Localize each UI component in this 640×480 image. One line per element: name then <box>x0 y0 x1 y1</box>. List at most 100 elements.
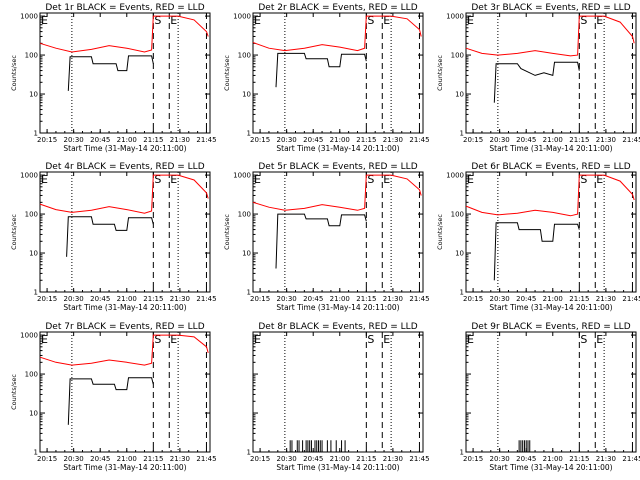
x-axis-label: Start Time (31-May-14 20:11:00) <box>63 303 186 312</box>
x-tick-label: 20:15 <box>250 295 270 303</box>
x-axis-label: Start Time (31-May-14 20:11:00) <box>276 303 399 312</box>
y-axis-label: Counts/sec <box>223 55 231 91</box>
marker-label: E <box>467 173 474 186</box>
x-tick-label: 21:00 <box>117 295 137 303</box>
marker-label: E <box>170 14 177 27</box>
x-tick-label: 21:00 <box>117 136 137 144</box>
events-series-line <box>67 55 154 91</box>
x-tick-label: 21:45 <box>409 136 429 144</box>
y-tick-label: 100 <box>238 211 251 219</box>
events-series-line <box>275 52 367 88</box>
x-tick-label: 20:15 <box>250 136 270 144</box>
chart-title: Det 5r BLACK = Events, RED = LLD <box>258 162 417 172</box>
x-tick-label: 21:15 <box>143 455 163 463</box>
y-tick-label: 1 <box>460 449 464 457</box>
y-tick-label: 1 <box>460 289 464 297</box>
y-tick-label: 10 <box>29 91 38 99</box>
marker-label: E <box>596 14 603 27</box>
y-tick-label: 10 <box>29 410 38 418</box>
x-axis-label: Start Time (31-May-14 20:11:00) <box>489 144 612 153</box>
x-tick-label: 21:00 <box>117 455 137 463</box>
plot-frame <box>465 12 637 134</box>
x-tick-label: 21:00 <box>330 136 350 144</box>
y-axis-label: Counts/sec <box>436 55 444 91</box>
x-tick-label: 21:45 <box>622 455 640 463</box>
x-tick-label: 21:15 <box>356 136 376 144</box>
y-tick-label: 100 <box>451 52 464 60</box>
x-tick-label: 21:30 <box>170 136 190 144</box>
x-tick-label: 21:30 <box>596 295 616 303</box>
y-tick-label: 1000 <box>446 13 464 21</box>
events-series-line <box>66 216 154 257</box>
y-tick-label: 1000 <box>20 332 38 340</box>
y-axis-label: Counts/sec <box>10 374 18 410</box>
y-tick-label: 1 <box>34 449 38 457</box>
marker-label: E <box>41 333 48 346</box>
marker-label: E <box>596 173 603 186</box>
y-axis-label: Counts/sec <box>10 214 18 250</box>
x-tick-label: 20:45 <box>303 455 323 463</box>
lld-series-line <box>39 15 209 53</box>
chart-title: Det 2r BLACK = Events, RED = LLD <box>258 3 417 13</box>
plot-frame <box>39 331 211 453</box>
y-tick-label: 100 <box>451 211 464 219</box>
x-tick-label: 20:45 <box>90 136 110 144</box>
marker-label: S <box>367 173 374 186</box>
chart-title: Det 1r BLACK = Events, RED = LLD <box>45 3 204 13</box>
events-series-line <box>493 222 580 281</box>
marker-label: E <box>254 14 261 27</box>
y-tick-label: 1 <box>247 449 251 457</box>
x-tick-label: 21:45 <box>196 136 216 144</box>
events-series-line <box>493 61 580 103</box>
chart-panel-3: Det 3r BLACK = Events, RED = LLD 20:15 20:… <box>436 3 640 153</box>
x-tick-label: 21:15 <box>569 295 589 303</box>
y-tick-label: 100 <box>25 52 38 60</box>
chart-panel-8: Det 8r BLACK = Events, RED = LLD 20:15 20:… <box>247 322 430 472</box>
x-axis-label: Start Time (31-May-14 20:11:00) <box>63 463 186 472</box>
x-tick-label: 21:00 <box>543 136 563 144</box>
y-tick-label: 1 <box>247 289 251 297</box>
x-tick-label: 21:30 <box>383 295 403 303</box>
marker-label: S <box>580 14 587 27</box>
y-tick-label: 1 <box>460 130 464 138</box>
x-tick-label: 21:30 <box>383 455 403 463</box>
chart-panel-5: Det 5r BLACK = Events, RED = LLD 20:15 20:… <box>223 162 430 312</box>
x-tick-label: 21:15 <box>143 295 163 303</box>
x-tick-label: 21:45 <box>622 295 640 303</box>
plot-frame <box>39 12 211 134</box>
plot-frame <box>465 171 637 293</box>
y-tick-label: 1000 <box>446 172 464 180</box>
x-tick-label: 21:30 <box>170 455 190 463</box>
x-tick-label: 20:45 <box>90 455 110 463</box>
y-tick-label: 1 <box>34 130 38 138</box>
y-axis-label: Counts/sec <box>223 214 231 250</box>
x-tick-label: 20:15 <box>37 295 57 303</box>
x-tick-label: 21:45 <box>409 455 429 463</box>
lld-series-line <box>39 334 209 366</box>
x-tick-label: 20:15 <box>463 136 483 144</box>
marker-label: S <box>580 173 587 186</box>
x-tick-label: 21:30 <box>596 455 616 463</box>
y-tick-label: 1000 <box>20 172 38 180</box>
x-tick-label: 20:30 <box>490 295 510 303</box>
x-tick-label: 21:00 <box>330 455 350 463</box>
x-tick-label: 21:45 <box>622 136 640 144</box>
x-tick-label: 20:45 <box>516 136 536 144</box>
y-tick-label: 10 <box>242 250 251 258</box>
chart-panel-2: Det 2r BLACK = Events, RED = LLD 20:15 20:… <box>223 3 430 153</box>
x-axis-label: Start Time (31-May-14 20:11:00) <box>276 463 399 472</box>
x-tick-label: 21:45 <box>196 455 216 463</box>
lld-series-line <box>465 15 635 57</box>
x-tick-label: 20:45 <box>516 295 536 303</box>
x-tick-label: 20:30 <box>64 136 84 144</box>
chart-panel-6: Det 6r BLACK = Events, RED = LLD 20:15 20:… <box>436 162 640 312</box>
lld-series-line <box>252 15 422 52</box>
x-tick-label: 21:00 <box>543 295 563 303</box>
marker-label: S <box>580 333 587 346</box>
marker-label: E <box>383 173 390 186</box>
x-tick-label: 21:15 <box>356 455 376 463</box>
y-tick-label: 10 <box>242 91 251 99</box>
x-tick-label: 20:30 <box>490 455 510 463</box>
plot-frame <box>39 171 211 293</box>
y-tick-label: 1000 <box>233 13 251 21</box>
